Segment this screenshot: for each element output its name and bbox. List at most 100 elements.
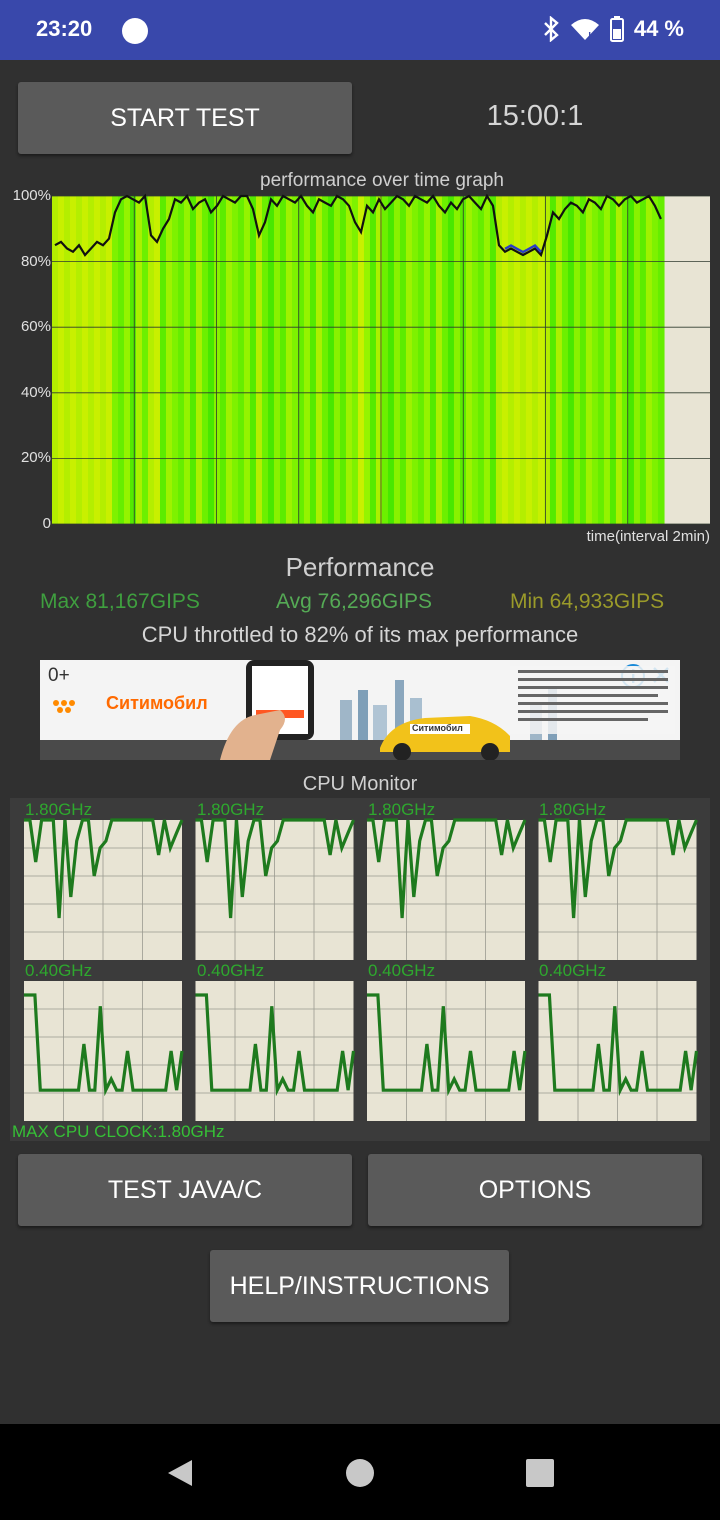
perf-column — [273, 196, 281, 524]
perf-column — [135, 196, 143, 524]
perf-column — [393, 196, 401, 524]
perf-column — [417, 196, 425, 524]
perf-column — [189, 196, 197, 524]
perf-column — [255, 196, 263, 524]
perf-column — [537, 196, 545, 524]
perf-column — [597, 196, 605, 524]
perf-column — [633, 196, 641, 524]
max-performance: Max 81,167GIPS — [40, 590, 200, 613]
core-1-freq: 1.80GHz — [197, 800, 265, 819]
test-timer: 15:00:1 — [486, 100, 584, 132]
cpu-monitor-title: CPU Monitor — [302, 773, 418, 795]
start-test-button[interactable]: START TEST — [18, 82, 352, 154]
perf-column — [165, 196, 173, 524]
core-4-freq: 0.40GHz — [25, 961, 93, 980]
perf-column — [507, 196, 515, 524]
perf-column — [321, 196, 329, 524]
perf-column — [93, 196, 101, 524]
perf-column — [339, 196, 347, 524]
recents-icon[interactable] — [525, 1458, 555, 1488]
perf-column — [465, 196, 473, 524]
perf-column — [183, 196, 191, 524]
perf-column — [279, 196, 287, 524]
perf-column — [237, 196, 245, 524]
perf-column — [81, 196, 89, 524]
x-axis-label: time(interval 2min) — [586, 528, 710, 545]
perf-column — [573, 196, 581, 524]
perf-column — [495, 196, 503, 524]
core-frequency-line — [24, 818, 184, 919]
test-java-c-button[interactable]: TEST JAVA/C — [18, 1154, 352, 1226]
battery-level: 44 % — [633, 16, 684, 41]
perf-column — [123, 196, 131, 524]
perf-column — [525, 196, 533, 524]
perf-column — [147, 196, 155, 524]
throttle-summary: CPU throttled to 82% of its max performa… — [141, 622, 579, 647]
help-instructions-button[interactable]: HELP/INSTRUCTIONS — [210, 1250, 509, 1322]
perf-column — [489, 196, 497, 524]
perf-column — [111, 196, 119, 524]
perf-column — [333, 196, 341, 524]
perf-column — [585, 196, 593, 524]
perf-column — [513, 196, 521, 524]
performance-title: Performance — [285, 552, 435, 582]
min-performance: Min 64,933GIPS — [510, 590, 665, 613]
cpu-monitor-panel: 1.80GHz 1.80GHz 1.80GHz 1.80GHz 0.40GHz … — [10, 798, 710, 1141]
perf-column — [291, 196, 299, 524]
perf-column — [657, 196, 665, 524]
ad-brand-name: Ситимобил — [106, 693, 208, 713]
performance-graph — [52, 193, 710, 525]
perf-column — [531, 196, 539, 524]
perf-column — [423, 196, 431, 524]
perf-column — [549, 196, 557, 524]
perf-column — [555, 196, 563, 524]
y-tick-label: 60% — [20, 318, 51, 336]
perf-column — [435, 196, 443, 524]
perf-column — [651, 196, 659, 524]
perf-column — [219, 196, 227, 524]
core-frequency-line — [24, 993, 184, 1097]
avg-performance: Avg 76,296GIPS — [276, 590, 433, 613]
perf-column — [351, 196, 359, 524]
notification-dot-icon — [122, 18, 148, 44]
home-icon[interactable] — [345, 1458, 375, 1488]
perf-column — [75, 196, 83, 524]
back-icon[interactable] — [164, 1458, 194, 1488]
perf-column — [483, 196, 491, 524]
graph-title: performance over time graph — [260, 170, 504, 191]
perf-column — [177, 196, 185, 524]
perf-column — [543, 196, 551, 524]
perf-column — [249, 196, 257, 524]
y-tick-label: 40% — [20, 383, 51, 401]
battery-icon — [609, 16, 624, 42]
perf-column — [297, 196, 305, 524]
options-button[interactable]: OPTIONS — [368, 1154, 702, 1226]
perf-column — [303, 196, 311, 524]
perf-column — [621, 196, 629, 524]
status-bar: 23:20 ! 44 % — [0, 0, 720, 60]
perf-column — [627, 196, 635, 524]
perf-column — [345, 196, 353, 524]
perf-column — [447, 196, 455, 524]
core-2-freq: 1.80GHz — [368, 800, 436, 819]
y-tick-label: 0 — [42, 515, 51, 532]
perf-column — [579, 196, 587, 524]
perf-column — [52, 196, 59, 524]
perf-column — [201, 196, 209, 524]
perf-column — [387, 196, 395, 524]
perf-column — [153, 196, 161, 524]
perf-column — [231, 196, 239, 524]
performance-line — [54, 193, 662, 258]
y-tick-label: 80% — [20, 252, 51, 270]
core-frequency-line — [538, 818, 698, 919]
perf-column — [399, 196, 407, 524]
perf-column — [243, 196, 251, 524]
perf-column — [225, 196, 233, 524]
perf-column — [87, 196, 95, 524]
perf-column — [171, 196, 179, 524]
perf-column — [327, 196, 335, 524]
perf-column — [561, 196, 569, 524]
ad-banner[interactable]: 0+ Ситимобил Ситимобил — [40, 660, 680, 760]
perf-column — [603, 196, 611, 524]
core-5-freq: 0.40GHz — [197, 961, 265, 980]
